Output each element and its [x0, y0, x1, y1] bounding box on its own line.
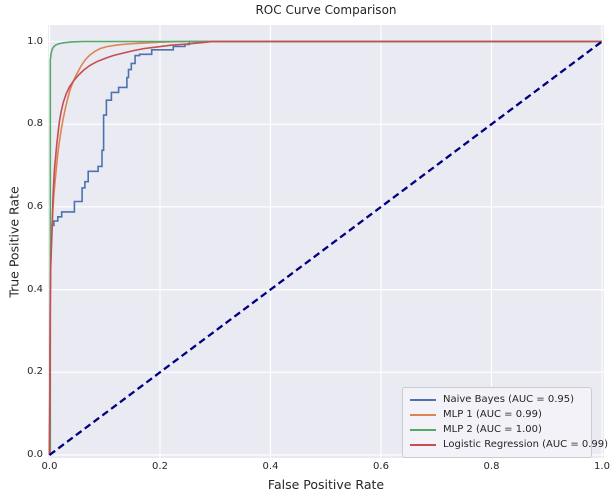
y-tick-label-0.0: 0.0	[27, 449, 43, 460]
y-tick-label-0.2: 0.2	[27, 366, 43, 378]
y-tick-label-0.4: 0.4	[27, 283, 43, 295]
legend-swatch-mlp-2	[410, 428, 436, 431]
x-tick-label-0.2: 0.2	[152, 461, 168, 472]
legend-label-mlp-2: MLP 2 (AUC = 1.00)	[443, 424, 542, 435]
y-tick-label-1.0: 1.0	[27, 35, 43, 47]
legend-swatch-naive-bayes	[410, 398, 436, 401]
legend-swatch-mlp-1	[410, 413, 436, 416]
roc-curve-logistic-regression	[48, 40, 602, 456]
legend-label-logistic-regression: Logistic Regression (AUC = 0.99)	[443, 439, 609, 450]
legend-item-mlp-1: MLP 1 (AUC = 0.99)	[410, 407, 587, 422]
x-tick-label-0.8: 0.8	[483, 461, 500, 472]
legend-item-mlp-2: MLP 2 (AUC = 1.00)	[410, 422, 587, 437]
chance-diagonal-line	[48, 40, 603, 456]
y-tick-label-0.8: 0.8	[27, 118, 43, 130]
x-tick-label-0.4: 0.4	[262, 461, 279, 472]
y-tick-label-0.6: 0.6	[27, 200, 43, 212]
legend-label-mlp-1: MLP 1 (AUC = 0.99)	[443, 409, 542, 420]
x-tick-label-0.6: 0.6	[373, 461, 389, 472]
roc-curve-mlp-2	[49, 40, 602, 456]
x-tick-label-0.0: 0.0	[41, 461, 58, 472]
legend-item-naive-bayes: Naive Bayes (AUC = 0.95)	[410, 392, 587, 407]
x-axis-label: False Positive Rate	[267, 477, 385, 492]
roc-curve-naive-bayes	[48, 40, 602, 456]
legend-item-logistic-regression: Logistic Regression (AUC = 0.99)	[410, 437, 608, 452]
legend-swatch-logistic-regression	[410, 443, 436, 446]
chart-title: ROC Curve Comparison	[255, 3, 397, 17]
legend-label-naive-bayes: Naive Bayes (AUC = 0.95)	[443, 394, 575, 405]
legend: Naive Bayes (AUC = 0.95) MLP 1 (AUC = 0.9…	[402, 387, 608, 458]
x-tick-label-1.0: 1.0	[594, 461, 610, 472]
